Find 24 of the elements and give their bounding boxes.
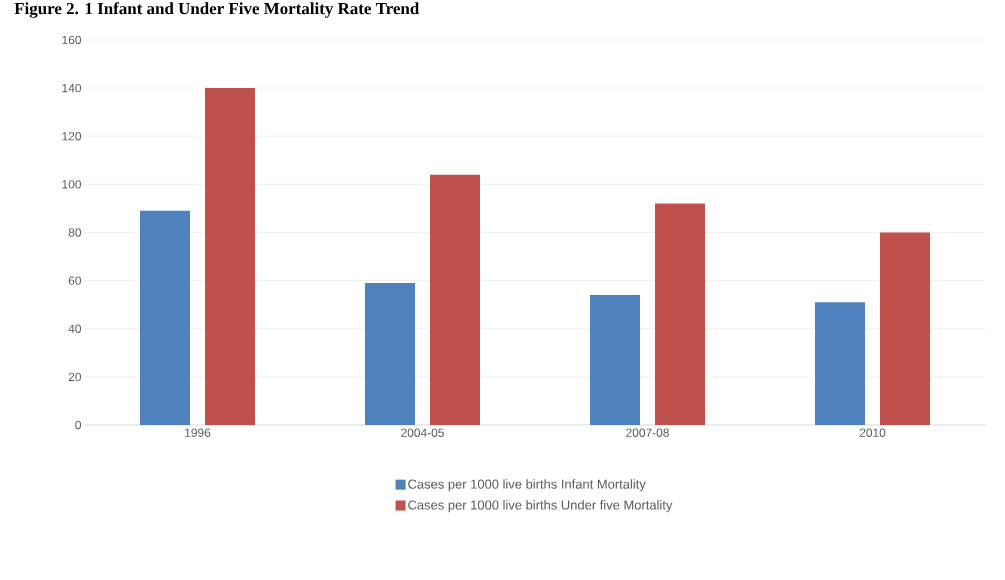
y-tick-label: 160 xyxy=(62,35,82,45)
y-tick-label: 100 xyxy=(62,180,82,189)
bar xyxy=(655,203,706,425)
bar xyxy=(205,88,256,425)
bar xyxy=(880,232,931,425)
chart-title: Figure 2. 1 Infant and Under Five Mortality Rate Trend xyxy=(14,2,420,18)
bar xyxy=(590,295,641,425)
y-tick-label: 20 xyxy=(68,372,82,382)
y-tick-label: 80 xyxy=(68,228,82,237)
x-tick-label: 2004-05 xyxy=(401,428,444,437)
y-tick-label: 60 xyxy=(68,276,82,285)
y-tick-label: 0 xyxy=(75,420,82,430)
y-tick-label: 120 xyxy=(62,132,82,141)
y-tick-label: 40 xyxy=(68,324,82,333)
x-tick-label: 2007-08 xyxy=(626,428,669,437)
bar xyxy=(815,302,866,425)
bar xyxy=(430,174,481,425)
x-tick-label: 1996 xyxy=(185,428,211,437)
y-tick-label: 140 xyxy=(62,83,82,93)
legend-label: Cases per 1000 live births Under five Mortality xyxy=(408,500,673,513)
bar xyxy=(140,210,191,425)
bar xyxy=(365,283,416,425)
x-tick-label: 2010 xyxy=(859,428,886,437)
legend-label: Cases per 1000 live births Infant Mortality xyxy=(408,479,646,492)
